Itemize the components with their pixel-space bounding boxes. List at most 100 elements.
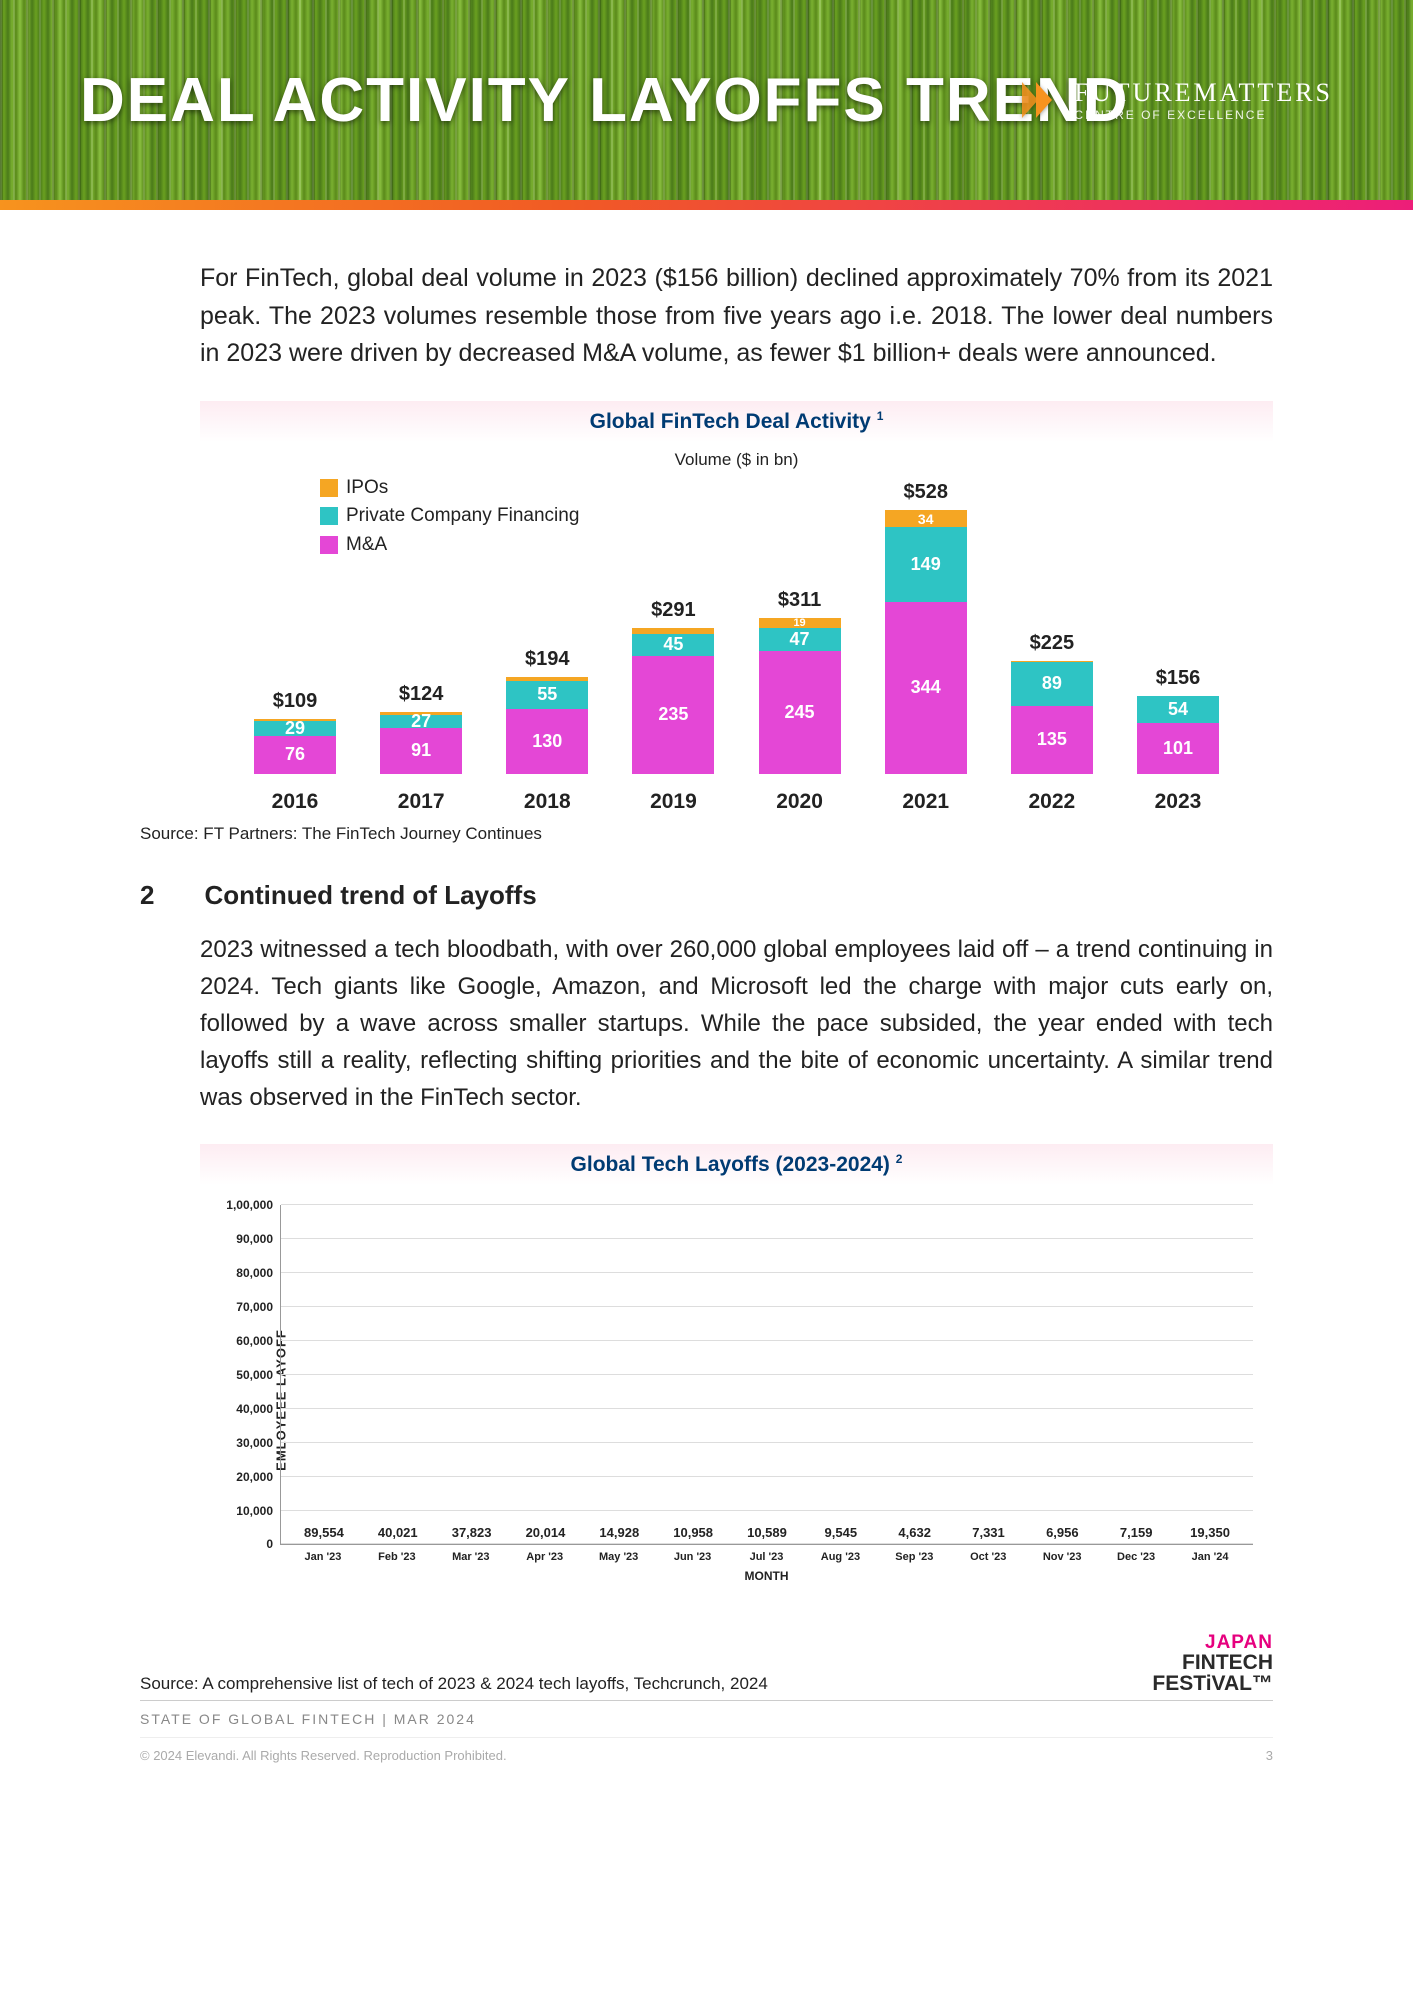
layoff-bar-column: 40,021	[365, 1525, 431, 1544]
bar-value-label: 10,589	[747, 1525, 787, 1540]
section2-heading: 2 Continued trend of Layoffs	[140, 880, 1273, 911]
layoff-bar-column: 14,928	[586, 1525, 652, 1544]
bar-value-label: 6,956	[1046, 1525, 1079, 1540]
section2-paragraph: 2023 witnessed a tech bloodbath, with ov…	[200, 931, 1273, 1117]
section-title: Continued trend of Layoffs	[204, 880, 536, 910]
bar-total-label: $291	[651, 599, 696, 622]
bar-segment-pcf: 29	[254, 721, 336, 736]
year-label: 2022	[1007, 790, 1097, 814]
month-label: Dec '23	[1103, 1551, 1169, 1563]
bar-segment-pcf: 47	[759, 628, 841, 652]
year-label: 2017	[376, 790, 466, 814]
bar-total-label: $109	[273, 690, 318, 713]
logo-line2: FINTECH	[1152, 1652, 1273, 1673]
chart2-title-text: Global Tech Layoffs (2023-2024)	[571, 1153, 890, 1176]
bar-value-label: 14,928	[599, 1525, 639, 1540]
bar-total-label: $225	[1030, 632, 1075, 655]
bar-value-label: 20,014	[526, 1525, 566, 1540]
month-label: Jan '23	[290, 1551, 356, 1563]
chart1-citation: 1	[877, 409, 884, 423]
y-tick-label: 20,000	[236, 1470, 281, 1484]
chart1-subtitle: Volume ($ in bn)	[200, 442, 1273, 474]
year-column: $156 54 101	[1133, 667, 1223, 774]
layoff-bar-column: 7,331	[956, 1525, 1022, 1544]
chart2-source: Source: A comprehensive list of tech of …	[140, 1674, 768, 1694]
y-tick-label: 40,000	[236, 1402, 281, 1416]
month-label: Feb '23	[364, 1551, 430, 1563]
year-column: $528 34 149 344	[881, 481, 971, 774]
chart2-x-labels: Jan '23Feb '23Mar '23Apr '23May '23Jun '…	[280, 1545, 1253, 1563]
layoff-bar-column: 6,956	[1029, 1525, 1095, 1544]
month-label: Oct '23	[955, 1551, 1021, 1563]
bar-total-label: $528	[903, 481, 948, 504]
bar-segment-ma: 245	[759, 651, 841, 774]
gridline: 80,000	[281, 1272, 1253, 1273]
bar-total-label: $156	[1156, 667, 1201, 690]
bar-segment-ma: 235	[632, 656, 714, 774]
brand-block: FUTUREMATTERS CENTRE OF EXCELLENCE	[1022, 78, 1333, 122]
page-number: 3	[1266, 1748, 1273, 1763]
layoff-bar-column: 7,159	[1103, 1525, 1169, 1544]
layoff-bar-column: 37,823	[439, 1525, 505, 1544]
chart1-bars: $109 29 76 $124 27 91 $194 55 130 $291 4…	[200, 481, 1273, 774]
gridline: 50,000	[281, 1374, 1253, 1375]
accent-divider	[0, 200, 1413, 210]
gridline: 1,00,000	[281, 1204, 1253, 1205]
chart2-x-axis-label: MONTH	[280, 1569, 1253, 1583]
month-label: Sep '23	[881, 1551, 947, 1563]
year-column: $124 27 91	[376, 683, 466, 774]
chart2-bars: 89,554 40,021 37,823 20,014 14,928 10,95…	[281, 1205, 1253, 1544]
month-label: Jan '24	[1177, 1551, 1243, 1563]
brand-arrow-icon	[1022, 82, 1062, 118]
bar-segment-pcf: 55	[506, 681, 588, 709]
chart-deal-activity: Global FinTech Deal Activity 1 Volume ($…	[200, 401, 1273, 814]
section-number: 2	[140, 880, 200, 911]
bar-value-label: 19,350	[1190, 1525, 1230, 1540]
y-tick-label: 0	[266, 1537, 281, 1551]
bar-value-label: 40,021	[378, 1525, 418, 1540]
year-column: $291 45 235	[628, 599, 718, 774]
year-label: 2023	[1133, 790, 1223, 814]
header-banner: DEAL ACTIVITY LAYOFFS TREND FUTUREMATTER…	[0, 0, 1413, 200]
copyright-text: © 2024 Elevandi. All Rights Reserved. Re…	[140, 1748, 507, 1763]
y-tick-label: 30,000	[236, 1436, 281, 1450]
bar-value-label: 10,958	[673, 1525, 713, 1540]
chart2-title: Global Tech Layoffs (2023-2024) 2	[200, 1144, 1273, 1185]
bar-segment-ma: 91	[380, 728, 462, 774]
bar-segment-ipo: 34	[885, 510, 967, 527]
year-column: $311 19 47 245	[755, 589, 845, 774]
gridline: 60,000	[281, 1340, 1253, 1341]
gridline: 40,000	[281, 1408, 1253, 1409]
month-label: Jun '23	[660, 1551, 726, 1563]
gridline: 90,000	[281, 1238, 1253, 1239]
y-tick-label: 10,000	[236, 1504, 281, 1518]
month-label: May '23	[586, 1551, 652, 1563]
layoff-bar-column: 89,554	[291, 1525, 357, 1544]
gridline: 20,000	[281, 1476, 1253, 1477]
bar-total-label: $124	[399, 683, 444, 706]
month-label: Mar '23	[438, 1551, 504, 1563]
page-title: DEAL ACTIVITY LAYOFFS TREND	[80, 65, 1130, 136]
year-label: 2016	[250, 790, 340, 814]
bar-segment-ma: 101	[1137, 723, 1219, 774]
y-tick-label: 60,000	[236, 1334, 281, 1348]
year-label: 2018	[502, 790, 592, 814]
year-column: $225 89 135	[1007, 632, 1097, 774]
chart2-citation: 2	[896, 1152, 903, 1166]
gridline: 0	[281, 1543, 1253, 1544]
y-tick-label: 50,000	[236, 1368, 281, 1382]
footer-doc-title-bar: STATE OF GLOBAL FINTECH | MAR 2024	[140, 1700, 1273, 1727]
bar-segment-ma: 130	[506, 709, 588, 774]
year-column: $109 29 76	[250, 690, 340, 774]
bar-segment-pcf: 45	[632, 634, 714, 657]
layoff-bar-column: 19,350	[1177, 1525, 1243, 1544]
bar-value-label: 7,331	[972, 1525, 1005, 1540]
footer-copyright: © 2024 Elevandi. All Rights Reserved. Re…	[140, 1737, 1273, 1763]
japan-fintech-festival-logo: JAPAN FINTECH FESTiVAL™	[1152, 1633, 1273, 1694]
year-column: $194 55 130	[502, 648, 592, 774]
bar-value-label: 7,159	[1120, 1525, 1153, 1540]
chart1-title: Global FinTech Deal Activity 1	[200, 401, 1273, 442]
bar-segment-ma: 135	[1011, 706, 1093, 774]
bar-value-label: 4,632	[898, 1525, 931, 1540]
logo-line3: FESTiVAL™	[1152, 1673, 1273, 1694]
